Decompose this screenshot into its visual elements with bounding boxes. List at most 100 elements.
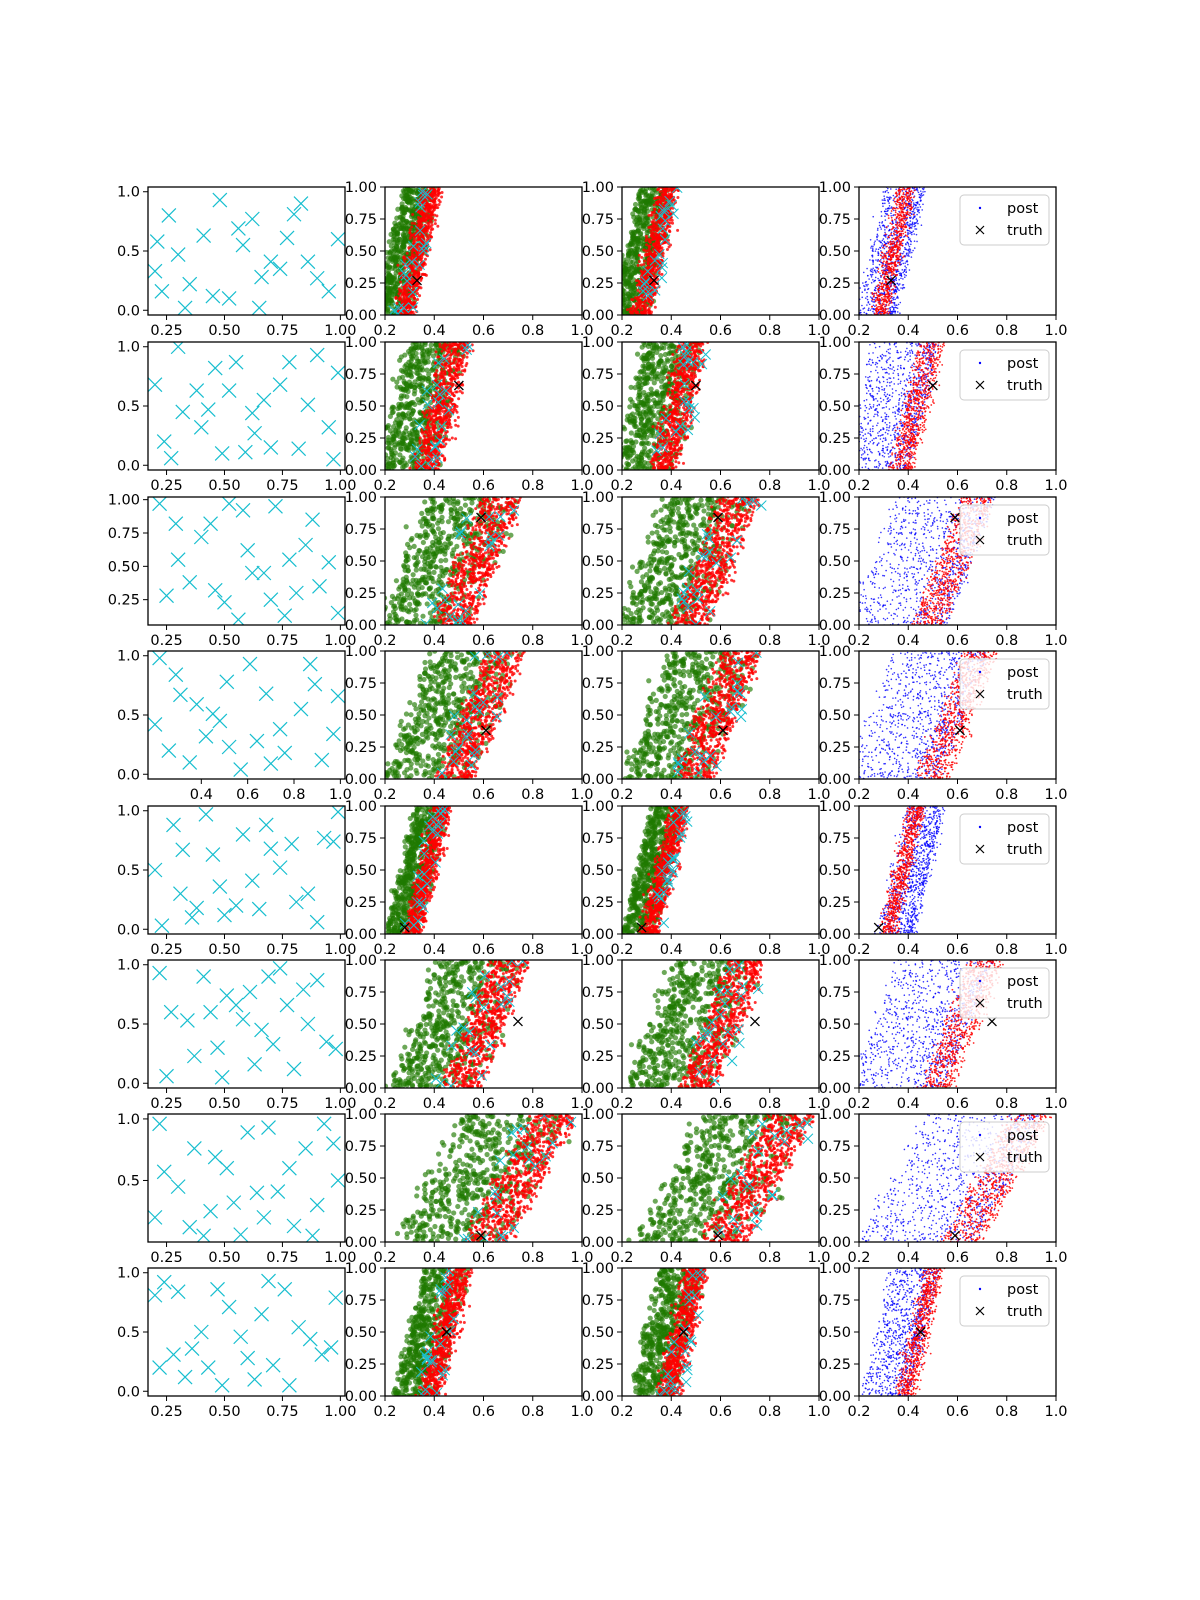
posterior-sample-red xyxy=(645,243,649,247)
posterior-sample-red xyxy=(642,305,646,309)
posterior-sample-blue xyxy=(862,308,864,310)
posterior-sample-blue xyxy=(924,190,926,193)
posterior-sample-blue xyxy=(917,206,919,209)
posterior-sample-blue xyxy=(904,193,906,196)
posterior-sample-blue xyxy=(892,222,895,225)
design-point xyxy=(205,288,221,304)
posterior-sample-red xyxy=(878,281,881,284)
posterior-sample-blue xyxy=(869,259,871,261)
posterior-sample-red xyxy=(669,211,673,215)
posterior-sample-red xyxy=(437,203,441,207)
posterior-sample-red xyxy=(871,298,874,301)
posterior-sample-blue xyxy=(884,229,886,231)
posterior-sample-red xyxy=(652,223,656,227)
posterior-sample-blue xyxy=(919,206,922,208)
posterior-sample-red xyxy=(651,231,655,235)
posterior-sample-red xyxy=(649,303,653,307)
posterior-sample-green xyxy=(402,387,409,394)
posterior-sample-green xyxy=(627,293,633,300)
posterior-sample-blue xyxy=(916,220,919,223)
posterior-sample-red xyxy=(887,247,890,249)
design-point xyxy=(182,276,198,292)
posterior-sample-red xyxy=(653,210,657,214)
posterior-sample-blue xyxy=(918,211,920,214)
posterior-sample-blue xyxy=(888,283,891,285)
posterior-sample-red xyxy=(891,270,893,273)
posterior-sample-red xyxy=(665,247,669,251)
posterior-sample-blue xyxy=(892,209,895,212)
posterior-sample-red xyxy=(893,233,896,236)
posterior-sample-red xyxy=(436,188,440,192)
posterior-sample-blue xyxy=(872,259,875,262)
posterior-sample-blue xyxy=(877,227,879,230)
posterior-sample-red xyxy=(886,262,889,265)
posterior-panel-row-2-col-2: 0.2 0.4 0.6 0.8 1.00.000.250.500.751.00 xyxy=(345,335,594,494)
posterior-sample-red xyxy=(902,203,905,205)
posterior-sample-blue xyxy=(871,308,873,310)
posterior-sample-blue xyxy=(868,278,870,280)
posterior-sample-red xyxy=(875,304,878,307)
posterior-sample-red xyxy=(887,286,890,289)
posterior-sample-blue xyxy=(900,258,903,260)
posterior-sample-red xyxy=(656,195,660,199)
posterior-sample-blue xyxy=(903,270,906,273)
posterior-sample-blue xyxy=(906,229,909,231)
posterior-sample-green xyxy=(385,264,390,270)
posterior-sample-green xyxy=(404,198,411,204)
posterior-sample-red xyxy=(878,312,881,315)
posterior-sample-blue xyxy=(905,266,907,269)
design-point xyxy=(293,196,309,212)
posterior-sample-red xyxy=(887,278,889,281)
posterior-sample-red xyxy=(909,190,911,193)
posterior-sample-red xyxy=(892,232,895,235)
posterior-sample-red xyxy=(886,273,889,276)
posterior-sample-blue xyxy=(880,241,883,244)
posterior-sample-green xyxy=(379,301,384,306)
posterior-sample-blue xyxy=(876,235,878,238)
posterior-sample-blue xyxy=(889,308,892,311)
posterior-sample-blue xyxy=(870,268,872,270)
posterior-sample-red xyxy=(898,263,901,266)
y-tick-label: 0.75 xyxy=(582,212,614,228)
posterior-sample-blue xyxy=(906,222,909,224)
truth-marker xyxy=(886,275,896,286)
design-point xyxy=(300,254,316,270)
posterior-sample-red xyxy=(637,303,641,307)
posterior-sample-red xyxy=(635,283,639,287)
posterior-sample-blue xyxy=(905,252,908,255)
posterior-sample-red xyxy=(412,236,416,240)
posterior-sample-red xyxy=(671,221,675,225)
posterior-sample-red xyxy=(655,229,659,233)
posterior-sample-red xyxy=(889,247,892,250)
posterior-sample-red xyxy=(888,258,890,261)
posterior-sample-red xyxy=(399,271,403,275)
posterior-sample-red xyxy=(890,301,893,304)
posterior-sample-blue xyxy=(902,278,904,280)
posterior-sample-red xyxy=(416,210,420,214)
posterior-sample-red xyxy=(894,214,897,216)
design-point-overlay xyxy=(414,259,426,271)
posterior-sample-blue xyxy=(909,240,912,242)
posterior-sample-red xyxy=(415,291,419,295)
posterior-sample-red xyxy=(902,220,905,222)
posterior-sample-blue xyxy=(866,285,868,287)
posterior-sample-green xyxy=(400,223,406,230)
x-tick-label: 0.50 xyxy=(208,323,240,339)
posterior-sample-red xyxy=(643,259,647,263)
design-point-overlay xyxy=(657,223,669,234)
posterior-sample-red xyxy=(885,289,888,292)
x-tick-label: 0.8 xyxy=(995,323,1018,339)
posterior-sample-red xyxy=(899,221,901,223)
posterior-sample-blue xyxy=(868,303,871,306)
posterior-sample-red xyxy=(410,266,414,270)
posterior-sample-green xyxy=(625,278,632,284)
posterior-sample-blue xyxy=(874,250,877,252)
posterior-sample-blue xyxy=(863,307,866,309)
posterior-sample-red xyxy=(871,293,874,296)
posterior-sample-blue xyxy=(880,215,883,217)
posterior-sample-green xyxy=(407,362,414,368)
posterior-sample-red xyxy=(888,311,891,314)
posterior-sample-red xyxy=(880,296,883,299)
y-tick-label: 0.25 xyxy=(582,276,614,292)
posterior-sample-red xyxy=(895,254,897,257)
